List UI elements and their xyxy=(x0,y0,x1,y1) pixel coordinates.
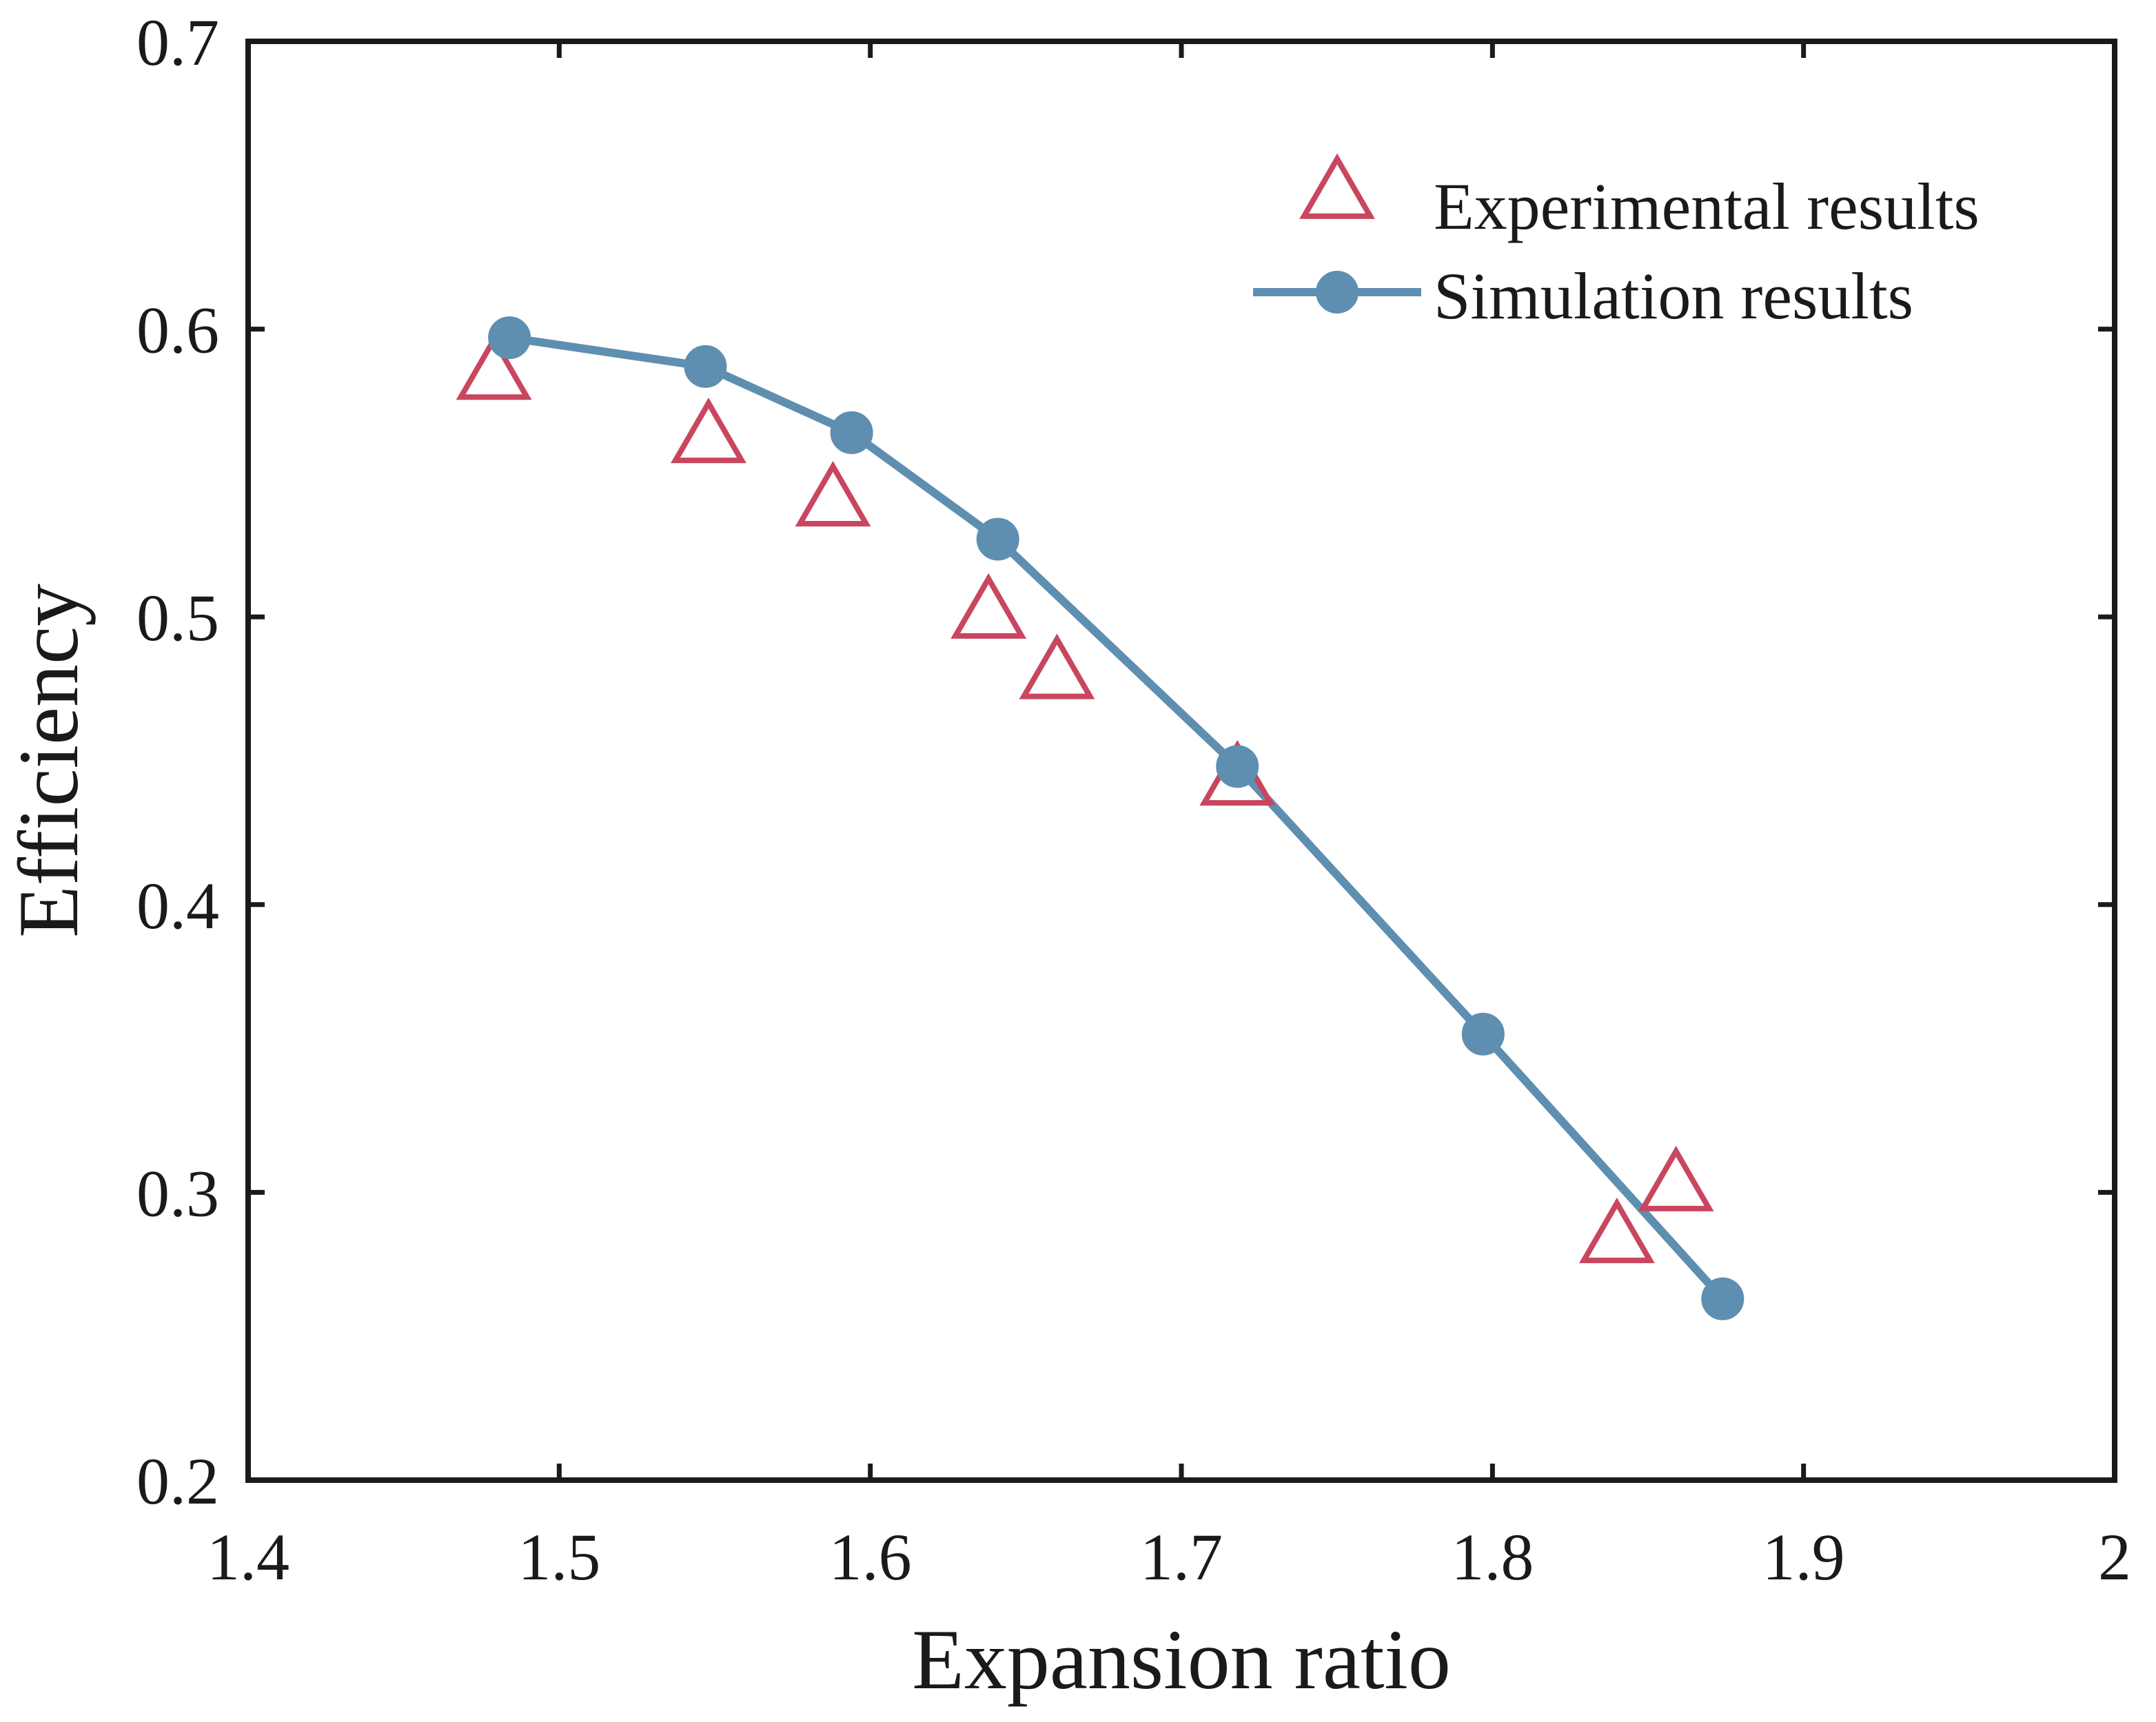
legend-symbol-experimental xyxy=(1299,153,1375,219)
legend-label-simulation: Simulation results xyxy=(1434,259,1913,333)
experimental-point xyxy=(950,573,1027,639)
experimental-point xyxy=(671,398,746,464)
plot-series xyxy=(456,316,1745,1320)
y-tick-label: 0.3 xyxy=(136,1156,219,1230)
simulation-point xyxy=(830,411,873,454)
experimental-point xyxy=(1638,1145,1714,1211)
x-tick-label: 1.5 xyxy=(518,1520,600,1594)
legend-label-experimental: Experimental results xyxy=(1434,170,1980,243)
legend-dot-marker xyxy=(1316,271,1359,314)
axis-ticks xyxy=(245,39,2117,1483)
legend: Experimental results Simulation results xyxy=(1253,153,1980,333)
experimental-point xyxy=(456,334,532,400)
y-tick-label: 0.2 xyxy=(136,1444,219,1518)
legend-symbol-simulation xyxy=(1253,271,1421,314)
simulation-line xyxy=(505,334,1727,1303)
x-axis-label: Expansion ratio xyxy=(912,1612,1451,1707)
x-tick-label: 1.9 xyxy=(1762,1520,1845,1594)
simulation-point xyxy=(684,345,727,388)
x-tick-label: 1.7 xyxy=(1140,1520,1223,1594)
simulation-point xyxy=(1461,1012,1505,1056)
simulation-point xyxy=(488,316,531,360)
plot-frame xyxy=(245,39,2117,1483)
x-tick-label: 1.6 xyxy=(829,1520,912,1594)
legend-triangle-marker xyxy=(1299,153,1375,219)
experimental-point xyxy=(1019,633,1095,699)
y-tick-label: 0.4 xyxy=(136,869,219,943)
experimental-point xyxy=(1578,1197,1655,1264)
experimental-point xyxy=(795,460,871,527)
x-tick-label: 1.8 xyxy=(1451,1520,1534,1594)
y-axis-label: Efficiency xyxy=(1,584,96,938)
simulation-point xyxy=(1701,1277,1745,1320)
simulation-point xyxy=(1216,745,1259,788)
y-tick-label: 0.5 xyxy=(136,581,219,655)
y-tick-label: 0.6 xyxy=(136,294,219,367)
axis-tick-labels: 1.4 1.5 1.6 1.7 1.8 1.9 2 0.2 0.3 0.4 0.5 0.6 0.7 xyxy=(136,6,2131,1594)
y-tick-label: 0.7 xyxy=(136,6,219,79)
x-tick-label: 1.4 xyxy=(207,1520,289,1594)
x-tick-label: 2 xyxy=(2098,1520,2131,1594)
simulation-point xyxy=(976,517,1019,561)
